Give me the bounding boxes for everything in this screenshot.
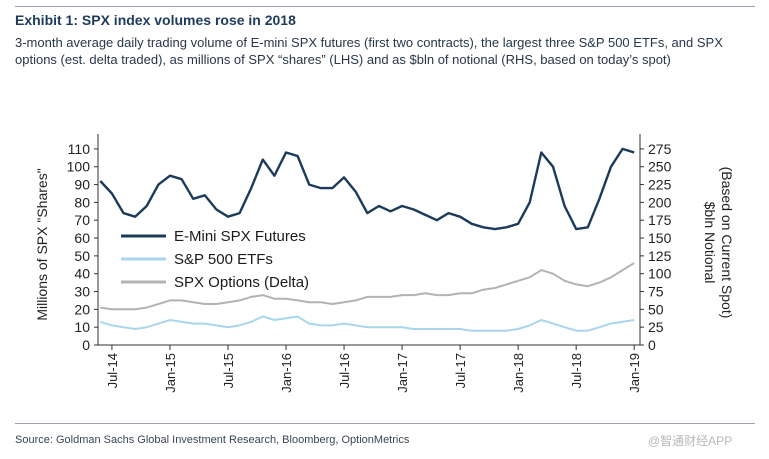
series-line-options	[100, 262, 635, 311]
y-tick-label-left: 100	[67, 159, 91, 175]
x-tick-label: Jul-18	[569, 353, 584, 388]
y-tick-label-left: 0	[82, 337, 90, 353]
legend-label: SPX Options (Delta)	[174, 274, 309, 291]
y-tick-label-left: 10	[74, 319, 90, 335]
x-tick-label: Jan-17	[395, 353, 410, 393]
y-tick-label-right: 275	[648, 141, 672, 157]
top-rule	[15, 6, 755, 7]
x-tick-label: Jan-15	[163, 353, 178, 393]
chart-subtitle: 3-month average daily trading volume of …	[15, 35, 723, 67]
bottom-rule	[15, 423, 755, 424]
x-tick-label: Jul-16	[337, 353, 352, 388]
x-tick-label: Jul-17	[453, 353, 468, 388]
legend-label: E-Mini SPX Futures	[174, 228, 306, 245]
x-tick-label: Jul-14	[105, 353, 120, 388]
y-tick-label-left: 110	[68, 141, 91, 157]
y-tick-label-left: 60	[74, 230, 90, 246]
y-tick-label-right: 0	[648, 337, 656, 353]
source-note: Source: Goldman Sachs Global Investment …	[15, 434, 410, 446]
y-tick-label-left: 40	[74, 266, 90, 282]
y-tick-label-right: 75	[648, 284, 664, 300]
y-tick-label-left: 80	[74, 194, 90, 210]
y-tick-label-right: 200	[648, 194, 672, 210]
y-tick-label-left: 90	[74, 177, 90, 193]
y-tick-label-left: 20	[74, 301, 90, 317]
y-axis-label-right-line1: $bln Notional	[702, 202, 718, 284]
x-tick-label: Jan-16	[279, 353, 294, 393]
y-tick-label-right: 25	[648, 319, 664, 335]
x-tick-label: Jan-18	[511, 353, 526, 393]
x-tick-label: Jul-15	[221, 353, 236, 388]
y-tick-label-left: 70	[74, 212, 90, 228]
series-line-etfs	[100, 315, 635, 332]
y-tick-label-right: 175	[648, 212, 672, 228]
y-tick-label-right: 50	[648, 301, 664, 317]
watermark-text: @智通财经APP	[648, 434, 733, 448]
y-tick-label-right: 100	[648, 266, 672, 282]
y-tick-label-right: 150	[648, 230, 672, 246]
y-tick-label-right: 225	[648, 177, 672, 193]
legend-label: S&P 500 ETFs	[174, 251, 273, 268]
y-tick-label-right: 250	[648, 159, 672, 175]
y-tick-label-right: 125	[648, 248, 672, 264]
chart-title: Exhibit 1: SPX index volumes rose in 201…	[15, 12, 296, 28]
series-line-futures	[99, 147, 635, 231]
y-tick-label-left: 30	[74, 284, 90, 300]
y-axis-label-right-line2: (Based on Current Spot)	[719, 167, 735, 319]
y-tick-label-left: 50	[74, 248, 90, 264]
x-tick-label: Jan-19	[627, 353, 642, 393]
y-axis-label-left: Millions of SPX "Shares"	[34, 168, 50, 320]
